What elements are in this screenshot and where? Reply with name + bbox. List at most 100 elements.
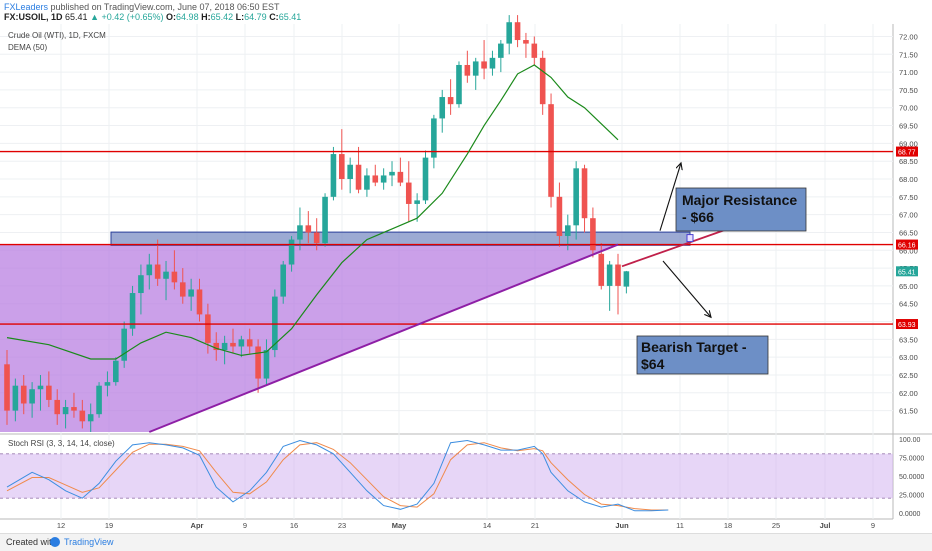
candle-body[interactable]: [146, 264, 153, 276]
candle-body[interactable]: [297, 225, 303, 240]
candle-body[interactable]: [531, 43, 538, 58]
candle-body[interactable]: [498, 43, 504, 58]
candle-body[interactable]: [548, 104, 554, 197]
candle-body[interactable]: [472, 61, 479, 76]
stoch-k-line[interactable]: [6, 439, 669, 512]
candle-body[interactable]: [598, 253, 605, 286]
candle-body[interactable]: [364, 175, 370, 190]
tradingview-brand[interactable]: TradingView: [64, 537, 114, 547]
resistance-note-box[interactable]: [675, 187, 807, 232]
candle-body[interactable]: [573, 168, 579, 226]
candle-body[interactable]: [171, 271, 178, 283]
candle-body[interactable]: [405, 182, 412, 204]
indicator-legend[interactable]: DEMA (50): [8, 43, 48, 52]
candle-body[interactable]: [330, 154, 337, 197]
candle-body[interactable]: [564, 225, 571, 237]
candle-body[interactable]: [606, 264, 613, 286]
candle-body[interactable]: [188, 289, 194, 297]
candle-body[interactable]: [71, 407, 77, 411]
candle-body[interactable]: [447, 97, 454, 105]
candle-body[interactable]: [263, 350, 270, 379]
candle-body[interactable]: [37, 385, 44, 390]
publisher-name[interactable]: FXLeaders: [4, 2, 49, 12]
tradingview-logo-icon[interactable]: [50, 537, 60, 547]
zone-handle-icon[interactable]: [686, 234, 694, 243]
candle-body[interactable]: [20, 385, 27, 404]
resistance-zone[interactable]: [110, 231, 691, 246]
trendline-extension[interactable]: [621, 228, 729, 268]
candle-body[interactable]: [523, 40, 529, 44]
candle-body[interactable]: [590, 218, 596, 251]
target-note-box[interactable]: [636, 335, 769, 375]
candle-body[interactable]: [623, 271, 630, 287]
candle-body[interactable]: [96, 385, 102, 415]
price-tick-label: 67.50: [899, 193, 918, 202]
candle-body[interactable]: [397, 171, 404, 183]
candle-body[interactable]: [113, 360, 119, 383]
time-tick-label: 21: [531, 521, 539, 530]
candle-body[interactable]: [489, 57, 496, 69]
dema-line[interactable]: [6, 64, 619, 360]
candle-body[interactable]: [12, 385, 19, 411]
candle-body[interactable]: [54, 399, 61, 415]
candle-body[interactable]: [439, 97, 446, 119]
candle-body[interactable]: [581, 168, 588, 219]
candle-body[interactable]: [615, 264, 621, 286]
candle-body[interactable]: [255, 346, 261, 379]
candle-body[interactable]: [272, 296, 278, 351]
candle-body[interactable]: [163, 271, 169, 279]
close-value: 65.41: [278, 12, 302, 22]
candle-body[interactable]: [389, 171, 395, 176]
low-value: 64.79: [244, 12, 267, 22]
candle-body[interactable]: [179, 282, 186, 297]
stoch-tick-label: 100.00: [899, 437, 921, 444]
candle-body[interactable]: [46, 385, 52, 400]
candle-body[interactable]: [313, 232, 320, 244]
candle-body[interactable]: [556, 196, 563, 237]
candle-body[interactable]: [481, 61, 487, 69]
candle-body[interactable]: [79, 410, 86, 422]
candle-body[interactable]: [339, 154, 345, 180]
stoch-rsi-legend[interactable]: Stoch RSI (3, 3, 14, 14, close): [8, 439, 115, 448]
candle-body[interactable]: [539, 57, 546, 105]
candle-body[interactable]: [288, 239, 295, 265]
candle-body[interactable]: [355, 164, 362, 190]
candle-body[interactable]: [246, 339, 253, 347]
triangle-pattern-fill[interactable]: [0, 244, 619, 432]
ascending-trendline[interactable]: [148, 243, 619, 433]
candle-body[interactable]: [380, 175, 387, 183]
candle-body[interactable]: [221, 342, 228, 351]
candle-body[interactable]: [305, 225, 312, 233]
candle-body[interactable]: [280, 264, 287, 297]
candle-body[interactable]: [506, 22, 512, 44]
candle-body[interactable]: [431, 118, 437, 158]
candle-body[interactable]: [347, 164, 353, 180]
candle-body[interactable]: [154, 264, 161, 279]
candle-body[interactable]: [456, 64, 462, 105]
candle-body[interactable]: [422, 157, 429, 201]
up-arrow[interactable]: [659, 163, 681, 231]
candle-body[interactable]: [514, 22, 521, 41]
time-tick-label: 19: [105, 521, 113, 530]
down-arrow[interactable]: [662, 260, 711, 317]
candle-body[interactable]: [196, 289, 203, 315]
candle-body[interactable]: [238, 339, 245, 347]
price-tick-label: 63.00: [899, 353, 918, 362]
candle-body[interactable]: [414, 200, 420, 204]
candle-body[interactable]: [205, 314, 211, 343]
candle-body[interactable]: [230, 342, 236, 347]
candle-body[interactable]: [62, 407, 69, 415]
candle-body[interactable]: [322, 196, 328, 244]
candle-body[interactable]: [213, 342, 220, 351]
candle-body[interactable]: [121, 328, 127, 361]
candle-body[interactable]: [29, 389, 35, 404]
candle-body[interactable]: [4, 364, 10, 411]
candle-body[interactable]: [129, 293, 136, 329]
candle-body[interactable]: [464, 64, 471, 76]
candle-body[interactable]: [87, 414, 94, 422]
candle-body[interactable]: [372, 175, 379, 183]
candle-body[interactable]: [138, 275, 144, 294]
stoch-d-line[interactable]: [6, 442, 669, 511]
candle-body[interactable]: [104, 382, 111, 386]
